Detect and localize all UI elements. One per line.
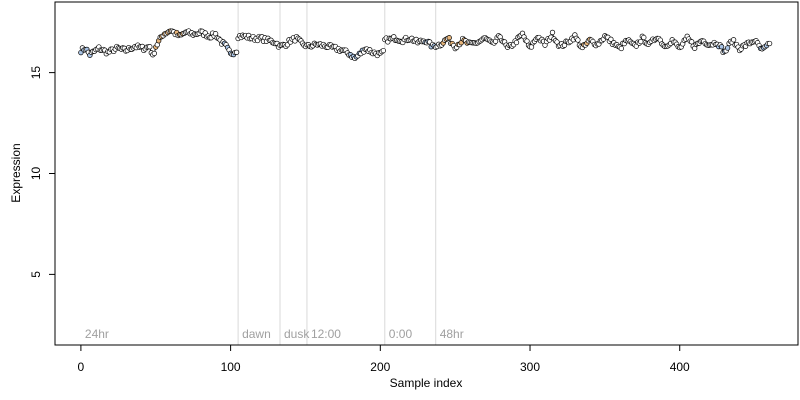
data-points [78,28,773,62]
data-point [233,49,240,55]
data-point [730,37,737,43]
data-point [446,35,452,41]
y-tick-label: 15 [29,66,43,80]
annotation-label: 24hr [85,327,109,341]
annotation-label: 48hr [440,327,464,341]
data-point [151,50,157,57]
data-point [766,40,773,47]
data-point [513,39,520,46]
y-tick-label: 10 [29,167,43,181]
data-point [147,44,153,50]
data-point [724,45,731,51]
data-point [718,44,725,50]
annotation-label: dusk [284,327,310,341]
time-annotations: 24hr dawn dusk 12:00 0:00 48hr [85,327,464,341]
x-axis: 0 100 200 300 400 [78,344,690,374]
data-point [638,38,644,45]
data-point [380,47,386,54]
data-point [549,29,556,36]
x-axis-title: Sample index [390,376,463,390]
x-tick-label: 0 [78,360,85,374]
data-point [689,39,695,45]
annotation-label: dawn [242,327,271,341]
annotation-label: 0:00 [389,327,413,341]
x-tick-label: 400 [670,360,690,374]
plot-frame [54,1,799,346]
vertical-marker-lines [237,2,437,345]
x-tick-label: 200 [370,360,390,374]
y-axis-title: Expression [9,143,23,202]
y-axis: 5 10 15 [29,66,56,278]
data-point [575,37,581,43]
y-tick-label: 5 [29,271,43,278]
data-point [618,45,624,52]
x-tick-label: 100 [221,360,241,374]
data-point [528,44,535,50]
data-point [641,34,647,41]
x-tick-label: 300 [520,360,540,374]
data-point [608,36,614,42]
annotation-label: 12:00 [311,327,341,341]
